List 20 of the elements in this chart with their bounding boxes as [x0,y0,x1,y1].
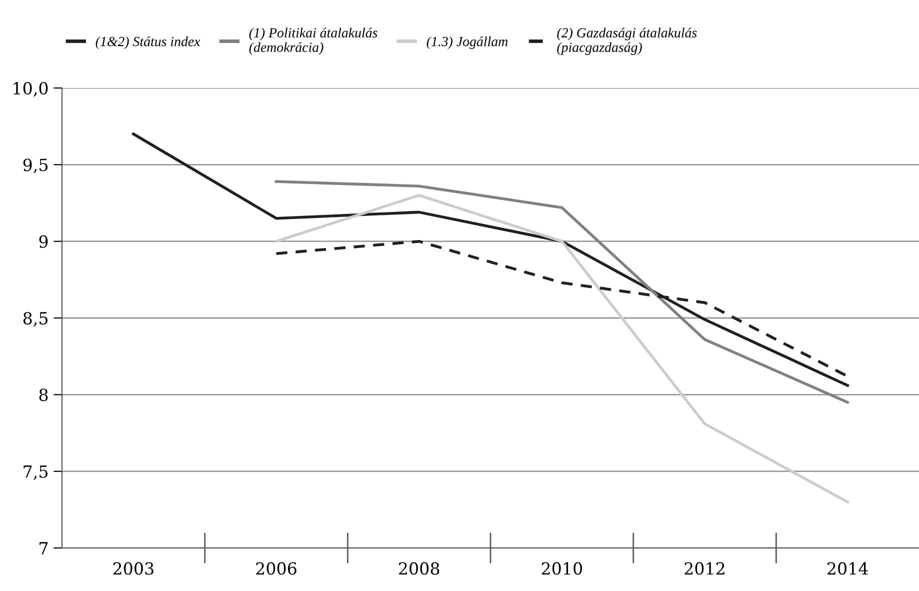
y-tick-label: 7,5 [24,466,48,480]
x-tick-label: 2010 [542,562,582,575]
y-tick-label: 8,5 [23,312,48,327]
y-tick-label: 9 [39,235,48,248]
y-tick-label: 10,0 [14,82,48,97]
legend-label: (1&2) Státus index [96,36,200,50]
y-tick-label: 8 [39,388,48,402]
x-tick-label: 2012 [684,562,724,575]
x-tick-label: 2008 [399,562,440,575]
y-tick-label: 9,5 [23,158,48,174]
x-tick-label: 2006 [256,562,296,575]
legend-label: (2) Gazdasági átalakulás (piacgazdaság) [557,28,697,55]
y-tick-label: 7 [40,542,48,554]
line-series [274,194,849,504]
line-series [132,132,849,387]
legend-label: (1) Politikai átalakulás (demokrácia) [249,28,378,55]
line-series [274,180,849,404]
x-tick-label: 2014 [828,562,868,575]
x-tick-label: 2003 [113,562,154,575]
legend-label: (1.3) Jogállam [426,36,508,50]
